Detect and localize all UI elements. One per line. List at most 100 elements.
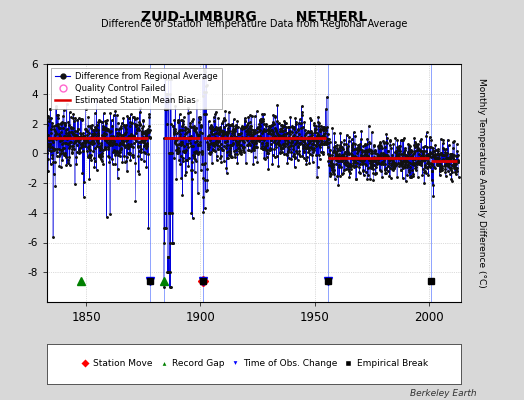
Point	[296, 136, 304, 142]
Point	[360, 155, 368, 162]
Point	[344, 163, 353, 170]
Point	[345, 151, 353, 157]
Point	[421, 163, 429, 170]
Point	[129, 154, 137, 160]
Point	[184, 104, 192, 111]
Point	[68, 143, 76, 149]
Point	[143, 141, 151, 148]
Point	[315, 156, 324, 162]
Point	[354, 164, 363, 170]
Text: Difference of Station Temperature Data from Regional Average: Difference of Station Temperature Data f…	[101, 19, 407, 29]
Point	[307, 133, 315, 139]
Point	[427, 154, 435, 160]
Point	[183, 141, 192, 148]
Point	[301, 144, 309, 151]
Point	[168, 135, 176, 142]
Point	[446, 156, 454, 162]
Point	[200, 161, 208, 168]
Point	[276, 148, 284, 155]
Point	[258, 140, 266, 146]
Point	[100, 110, 108, 116]
Point	[85, 176, 94, 183]
Point	[378, 155, 386, 161]
Point	[396, 156, 404, 162]
Point	[411, 148, 419, 154]
Point	[166, 90, 174, 97]
Point	[363, 152, 371, 158]
Point	[79, 148, 87, 155]
Point	[352, 176, 361, 182]
Point	[377, 142, 385, 149]
Point	[398, 161, 406, 167]
Point	[450, 162, 458, 168]
Point	[400, 149, 409, 156]
Point	[211, 111, 219, 117]
Point	[381, 144, 389, 150]
Point	[195, 148, 203, 155]
Point	[315, 120, 323, 127]
Legend: Station Move, Record Gap, Time of Obs. Change, Empirical Break: Station Move, Record Gap, Time of Obs. C…	[78, 357, 430, 371]
Point	[133, 122, 141, 128]
Point	[368, 163, 377, 170]
Point	[72, 149, 81, 155]
Point	[87, 125, 95, 132]
Point	[255, 136, 263, 143]
Point	[345, 134, 353, 140]
Point	[74, 147, 83, 154]
Point	[431, 142, 440, 148]
Point	[51, 131, 60, 137]
Point	[301, 156, 310, 163]
Point	[176, 160, 184, 167]
Point	[410, 162, 418, 169]
Point	[75, 139, 83, 145]
Point	[99, 161, 107, 167]
Point	[208, 140, 216, 146]
Point	[233, 117, 242, 124]
Point	[392, 144, 401, 150]
Point	[239, 138, 248, 144]
Point	[423, 160, 431, 166]
Point	[408, 148, 416, 154]
Point	[201, 160, 209, 166]
Point	[304, 147, 313, 153]
Point	[264, 166, 272, 172]
Point	[449, 139, 457, 145]
Point	[165, 210, 173, 216]
Point	[382, 165, 390, 171]
Point	[76, 130, 84, 136]
Point	[416, 138, 424, 144]
Point	[358, 161, 366, 168]
Point	[247, 131, 256, 137]
Point	[422, 152, 430, 158]
Point	[251, 139, 259, 145]
Point	[223, 155, 232, 161]
Point	[440, 158, 449, 164]
Point	[354, 156, 363, 163]
Point	[209, 127, 217, 133]
Point	[334, 154, 342, 160]
Point	[171, 125, 179, 132]
Point	[110, 148, 118, 154]
Point	[119, 142, 128, 148]
Point	[292, 118, 300, 125]
Point	[124, 115, 133, 121]
Point	[216, 145, 225, 152]
Point	[245, 147, 253, 153]
Point	[61, 140, 69, 146]
Point	[183, 156, 191, 163]
Point	[72, 131, 80, 138]
Point	[385, 172, 394, 179]
Point	[367, 147, 375, 154]
Point	[127, 120, 135, 126]
Point	[206, 124, 214, 131]
Point	[315, 144, 324, 150]
Point	[335, 172, 344, 179]
Point	[192, 130, 201, 137]
Point	[362, 162, 370, 168]
Point	[100, 130, 108, 136]
Point	[112, 141, 121, 147]
Point	[292, 129, 300, 135]
Point	[45, 141, 53, 147]
Point	[356, 157, 364, 164]
Point	[87, 157, 95, 163]
